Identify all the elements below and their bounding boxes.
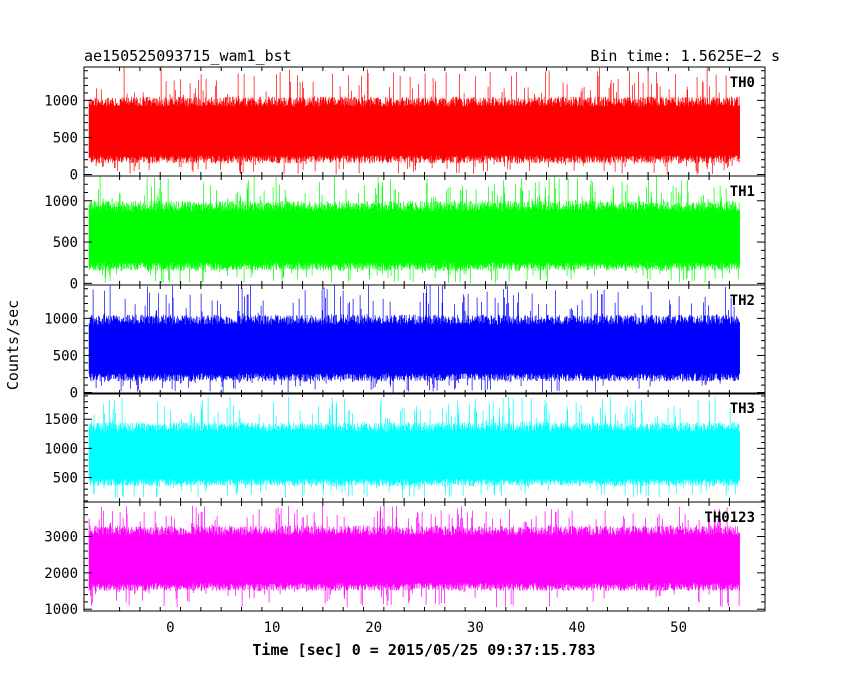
panels: 0 500 1000 TH0 0 500 1000 TH1 0 500 1000 TH2 500 1000… (44, 66, 766, 618)
y-tick-label: 0 (70, 168, 78, 184)
series-th0123 (88, 505, 740, 608)
x-axis-label: Time [sec] 0 = 2015/05/25 09:37:15.783 (252, 641, 595, 659)
y-axis-label: Counts/sec (4, 300, 22, 390)
x-tick-label: 30 (467, 620, 484, 636)
y-tick-label: 500 (53, 348, 78, 364)
y-tick-label: 500 (53, 130, 78, 146)
observation-title: ae150525093715_wam1_bst (84, 47, 292, 65)
series-th2 (88, 285, 740, 393)
panel-th0123: 1000 2000 3000 TH0123 (44, 501, 766, 618)
y-tick-label: 1000 (44, 602, 78, 618)
y-tick-label: 1000 (44, 93, 78, 109)
y-tick-label: 2000 (44, 566, 78, 582)
panel-label-th1: TH1 (730, 184, 755, 200)
x-tick-label: 10 (264, 620, 281, 636)
x-tick-label: 50 (670, 620, 687, 636)
panel-th0: 0 500 1000 TH0 (44, 66, 766, 184)
series-th0 (88, 67, 740, 175)
y-tick-label: 1500 (44, 412, 78, 428)
y-tick-label: 500 (53, 235, 78, 251)
x-tick-label: 40 (569, 620, 586, 636)
panel-label-th0123: TH0123 (704, 510, 755, 526)
y-tick-label: 1000 (44, 311, 78, 327)
panel-th3: 500 1000 1500 TH3 (44, 392, 766, 503)
y-tick-label: 500 (53, 471, 78, 487)
panel-label-th0: TH0 (730, 75, 755, 91)
y-tick-label: 1000 (44, 194, 78, 210)
x-tick-label: 20 (365, 620, 382, 636)
bin-time-label: Bin time: 1.5625E−2 s (590, 47, 780, 65)
y-tick-label: 3000 (44, 530, 78, 546)
x-axis: 0 10 20 30 40 50 (166, 620, 687, 636)
y-tick-label: 0 (70, 386, 78, 402)
panel-th2: 0 500 1000 TH2 (44, 284, 766, 402)
series-th1 (88, 176, 740, 284)
panel-label-th3: TH3 (730, 401, 755, 417)
panel-th1: 0 500 1000 TH1 (44, 175, 766, 292)
series-th3 (88, 396, 740, 498)
panel-label-th2: TH2 (730, 293, 755, 309)
x-tick-label: 0 (166, 620, 174, 636)
y-tick-label: 0 (70, 276, 78, 292)
y-tick-label: 1000 (44, 441, 78, 457)
